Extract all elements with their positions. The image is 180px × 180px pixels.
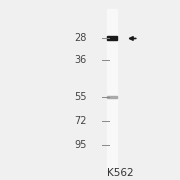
Text: K562: K562 [107,168,134,178]
Text: 55: 55 [74,92,86,102]
Bar [107,37,117,40]
Text: 72: 72 [74,116,86,126]
Bar [107,9,117,169]
Text: 36: 36 [74,55,86,65]
Bar [107,96,117,98]
Text: 28: 28 [74,33,86,43]
Text: 95: 95 [74,140,86,150]
